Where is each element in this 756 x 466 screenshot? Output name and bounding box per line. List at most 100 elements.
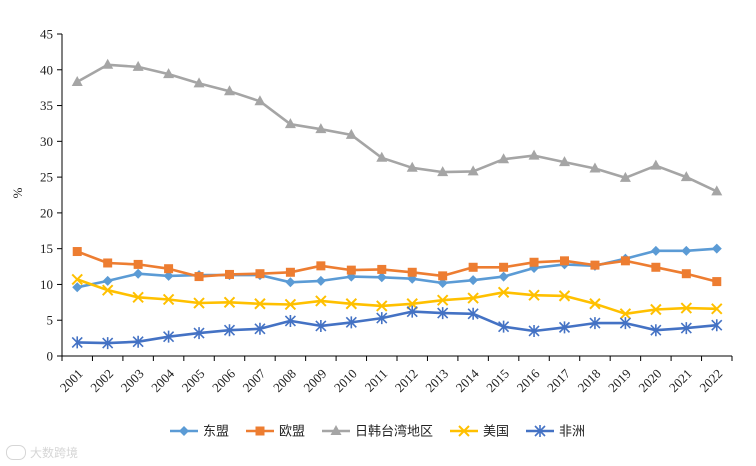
x-tick-label: 2007 [240, 366, 269, 395]
data-point [681, 245, 692, 256]
data-point [467, 307, 479, 320]
data-point [285, 267, 295, 277]
x-tick-label: 2003 [118, 366, 147, 395]
y-tick-label: 40 [40, 62, 53, 77]
data-point [132, 291, 144, 304]
data-point [163, 68, 175, 79]
y-tick-label: 0 [47, 349, 54, 364]
data-point [193, 327, 205, 340]
watermark: 大数跨境 [6, 444, 78, 461]
data-point [254, 95, 266, 106]
x-tick-label: 2021 [666, 366, 695, 395]
x-tick-label: 2009 [300, 366, 329, 395]
x-tick-label: 2010 [331, 366, 360, 395]
data-point [132, 335, 144, 348]
data-point [407, 267, 417, 277]
data-point [223, 296, 236, 309]
data-point [163, 270, 174, 281]
legend-marker [330, 425, 342, 435]
series-line-5 [77, 310, 717, 345]
data-point [72, 282, 83, 293]
data-point [315, 295, 327, 307]
data-point [529, 257, 539, 267]
data-point [467, 292, 479, 304]
legend-label: 东盟 [203, 425, 229, 440]
data-point [315, 275, 326, 286]
x-tick-label: 2001 [57, 366, 86, 395]
y-axis-title: % [10, 187, 25, 198]
data-point [284, 314, 296, 327]
data-point [254, 322, 266, 335]
data-point [681, 269, 691, 279]
data-point [284, 298, 297, 311]
data-point [71, 273, 83, 286]
data-point [103, 258, 113, 268]
legend-item-2: 欧盟 [246, 425, 305, 440]
data-point [406, 305, 418, 318]
x-tick-label: 2011 [362, 366, 391, 395]
watermark-text: 大数跨境 [30, 446, 79, 460]
x-tick-label: 2012 [392, 366, 421, 395]
data-point [284, 118, 296, 129]
series-line-2 [76, 250, 718, 283]
series-line-3 [76, 63, 718, 193]
data-point [680, 302, 693, 314]
data-point [589, 162, 601, 173]
data-point [406, 161, 418, 172]
data-point [589, 317, 601, 330]
series-line-1 [76, 247, 717, 289]
data-point [255, 269, 265, 279]
data-point [711, 185, 723, 196]
data-point [163, 330, 175, 343]
legend-marker [458, 425, 470, 437]
data-point [376, 151, 388, 162]
data-point [71, 75, 83, 86]
x-tick-label: 2005 [179, 366, 208, 395]
data-point [102, 58, 114, 69]
data-point [345, 128, 357, 139]
x-tick-label: 2015 [483, 366, 512, 395]
data-point [102, 337, 114, 350]
x-tick-label: 2013 [422, 366, 451, 395]
data-point [651, 262, 661, 272]
y-tick-label: 15 [40, 241, 53, 256]
data-point [498, 271, 509, 282]
data-point [437, 166, 449, 177]
data-point [619, 317, 631, 330]
data-point [377, 264, 387, 274]
data-point [102, 275, 113, 286]
data-point [498, 153, 510, 164]
data-point [711, 303, 723, 315]
legend-marker [255, 426, 265, 436]
data-point [468, 275, 479, 286]
data-point [194, 272, 204, 282]
y-tick-label: 25 [40, 170, 53, 185]
data-point [132, 60, 144, 71]
legend-item-1: 东盟 [170, 425, 229, 440]
data-point [376, 272, 387, 283]
data-point [71, 336, 83, 349]
data-point [162, 293, 175, 306]
series-line-4 [76, 278, 717, 316]
x-tick-label: 2017 [544, 366, 573, 395]
data-point [223, 324, 236, 337]
data-point [467, 165, 479, 176]
data-point [528, 324, 540, 337]
data-point [619, 171, 631, 182]
data-point [193, 77, 205, 88]
legend-item-5: 非洲 [526, 425, 585, 440]
legend-label: 非洲 [559, 425, 585, 440]
data-point [315, 319, 327, 332]
data-point [437, 307, 449, 320]
data-point [315, 123, 327, 134]
data-point [650, 245, 661, 256]
data-point [133, 268, 144, 279]
y-tick-label: 5 [47, 313, 54, 328]
data-point [164, 264, 174, 274]
x-tick-label: 2002 [87, 366, 116, 395]
data-point [133, 259, 143, 269]
data-point [590, 260, 600, 270]
data-point [528, 289, 540, 301]
x-tick-label: 2004 [148, 366, 177, 395]
